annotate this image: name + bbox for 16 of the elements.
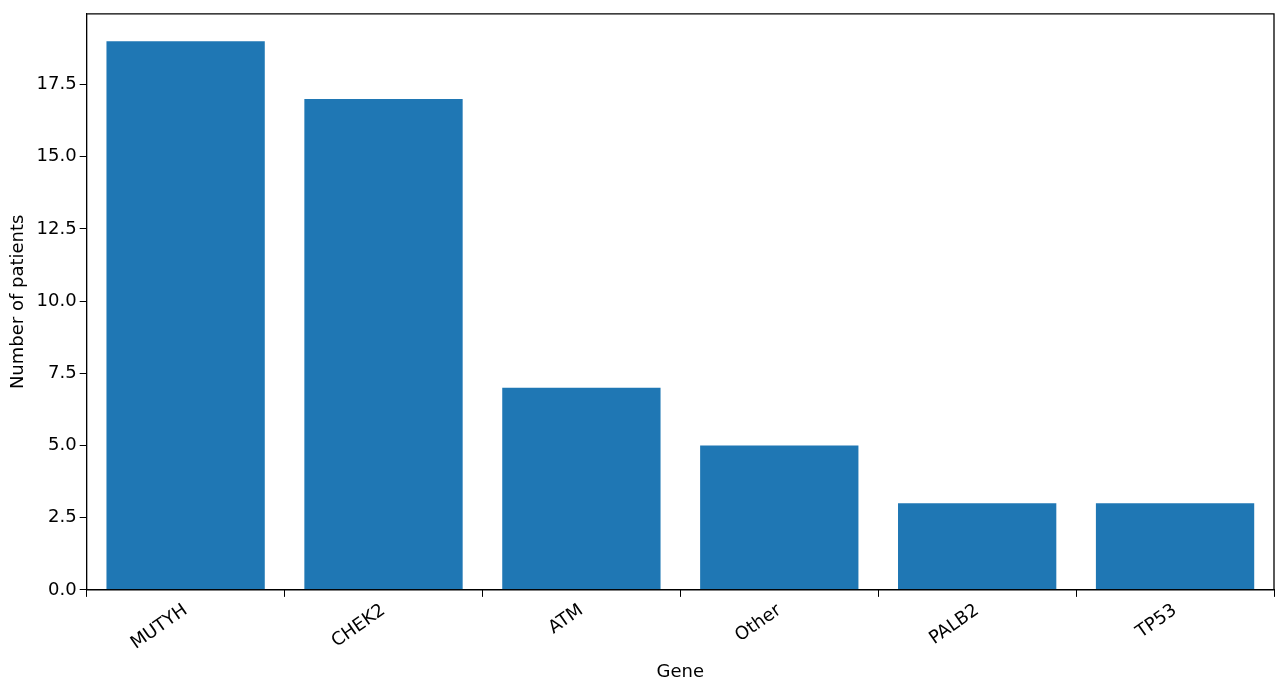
bar — [502, 387, 661, 590]
bar — [898, 503, 1057, 590]
bar — [1095, 503, 1255, 590]
x-axis-title: Gene — [656, 659, 705, 681]
y-tick-label: 15.0 — [36, 144, 77, 166]
y-tick-label: 2.5 — [48, 505, 77, 527]
y-axis-title: Number of patients — [6, 214, 28, 390]
bar — [304, 98, 463, 590]
y-tick-label: 5.0 — [48, 433, 77, 455]
y-tick-label: 0.0 — [48, 577, 77, 599]
y-tick-label: 17.5 — [36, 72, 77, 94]
bar — [700, 445, 859, 590]
y-tick-label: 7.5 — [48, 360, 77, 382]
y-tick-label: 12.5 — [36, 216, 77, 238]
y-tick-label: 10.0 — [36, 288, 77, 310]
bar — [106, 41, 265, 590]
